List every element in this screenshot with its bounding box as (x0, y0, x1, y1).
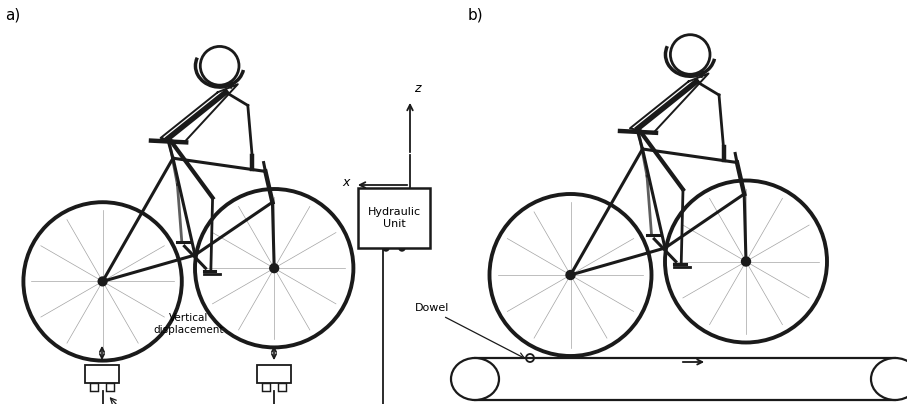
Circle shape (98, 277, 107, 286)
Text: x: x (343, 177, 350, 189)
Bar (358, 188, 430, 248)
Bar (257, 365, 291, 383)
Circle shape (383, 245, 389, 251)
Bar (90, 383, 98, 391)
Circle shape (399, 245, 405, 251)
Text: z: z (414, 82, 421, 95)
Text: Dowel: Dowel (415, 303, 449, 313)
Bar (85, 365, 119, 383)
Circle shape (269, 264, 278, 273)
Text: Hydraulic
Unit: Hydraulic Unit (367, 207, 421, 229)
Bar (262, 383, 270, 391)
Bar (106, 383, 114, 391)
Circle shape (566, 271, 575, 280)
Text: a): a) (5, 8, 20, 23)
Ellipse shape (871, 358, 907, 400)
Circle shape (742, 257, 750, 266)
Ellipse shape (451, 358, 499, 400)
Bar (278, 383, 286, 391)
Text: b): b) (468, 8, 483, 23)
Text: Vertical
displacement: Vertical displacement (153, 314, 224, 335)
